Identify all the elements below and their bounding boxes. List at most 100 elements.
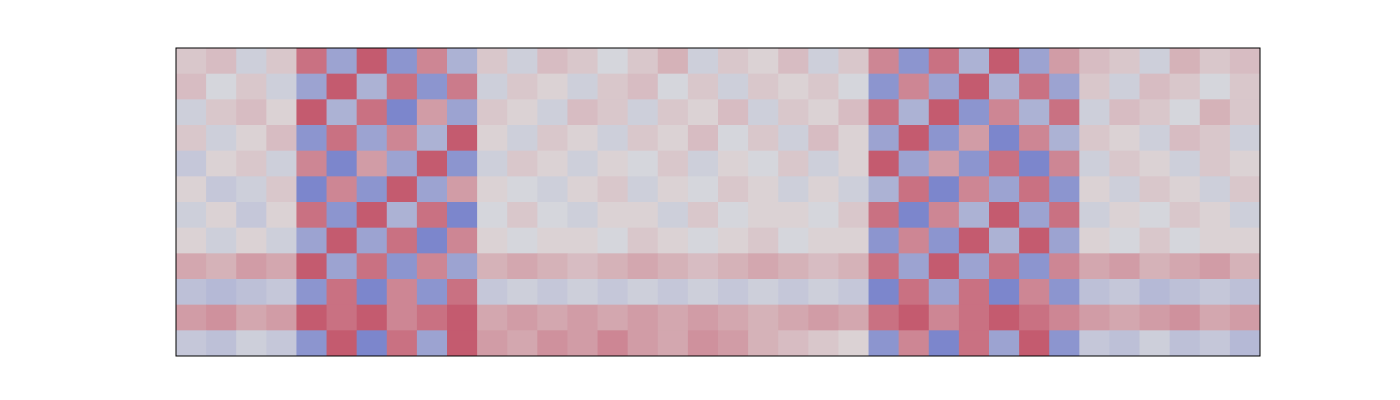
heatmap-cell (266, 227, 297, 254)
heatmap-cell (1199, 304, 1231, 331)
heatmap-cell (808, 99, 839, 126)
heatmap-cell (718, 202, 749, 229)
heatmap-cell (748, 279, 779, 306)
heatmap-cell (778, 150, 809, 177)
heatmap-cell (657, 176, 689, 203)
heatmap-cell (326, 253, 358, 280)
heatmap-cell (597, 48, 629, 75)
heatmap-cell (1109, 48, 1141, 75)
heatmap-cell (718, 150, 749, 177)
heatmap-cell (1229, 73, 1261, 100)
heatmap-cell (326, 176, 358, 203)
heatmap-cell (206, 150, 237, 177)
heatmap-cell (356, 279, 388, 306)
heatmap-cell (206, 330, 237, 357)
heatmap-cell (296, 202, 328, 229)
heatmap-cell (236, 304, 267, 331)
heatmap-cell (1049, 73, 1080, 100)
heatmap-cell (657, 73, 689, 100)
heatmap-cell (597, 227, 629, 254)
heatmap-cell (718, 48, 749, 75)
heatmap-cell (838, 176, 870, 203)
heatmap-cell (477, 99, 508, 126)
heatmap-cell (989, 253, 1020, 280)
heatmap-cell (808, 202, 839, 229)
heatmap-cell (1199, 125, 1231, 152)
heatmap-cell (808, 150, 839, 177)
heatmap-cell (1169, 73, 1201, 100)
heatmap-cell (1079, 279, 1110, 306)
heatmap-cell (567, 304, 599, 331)
heatmap-cell (868, 253, 900, 280)
heatmap-cell (296, 227, 328, 254)
heatmap-cell (1139, 253, 1171, 280)
heatmap-cell (206, 279, 237, 306)
heatmap-cell (778, 176, 809, 203)
heatmap-cell (507, 279, 538, 306)
heatmap-cell (687, 304, 719, 331)
heatmap-cell (1169, 176, 1201, 203)
heatmap-cell (928, 176, 960, 203)
heatmap-cell (989, 99, 1020, 126)
heatmap-cell (326, 48, 358, 75)
heatmap-cell (1139, 279, 1171, 306)
heatmap-cell (1019, 73, 1050, 100)
heatmap-cell (1079, 125, 1110, 152)
heatmap-cell (326, 202, 358, 229)
heatmap-cell (176, 304, 207, 331)
heatmap-cell (356, 304, 388, 331)
heatmap-cell (1169, 227, 1201, 254)
heatmap-cell (1199, 150, 1231, 177)
heatmap-cell (567, 176, 599, 203)
heatmap-cell (1049, 279, 1080, 306)
heatmap-cell (296, 150, 328, 177)
heatmap-cell (507, 304, 538, 331)
heatmap-cell (627, 125, 659, 152)
heatmap-cell (236, 125, 267, 152)
heatmap-cell (808, 227, 839, 254)
heatmap-cell (838, 227, 870, 254)
heatmap-cell (1109, 279, 1141, 306)
heatmap-cell (958, 253, 990, 280)
heatmap-cell (778, 330, 809, 357)
heatmap-cell (778, 202, 809, 229)
heatmap-cell (1109, 253, 1141, 280)
heatmap-cell (1229, 125, 1261, 152)
heatmap-cell (1169, 48, 1201, 75)
heatmap-cell (537, 279, 568, 306)
heatmap-cell (477, 330, 508, 357)
heatmap-cell (778, 73, 809, 100)
heatmap-cell (1139, 99, 1171, 126)
heatmap-cell (266, 304, 297, 331)
heatmap-cell (958, 202, 990, 229)
heatmap-cell (416, 279, 448, 306)
heatmap-cell (206, 125, 237, 152)
heatmap-cell (597, 279, 629, 306)
heatmap-cell (206, 99, 237, 126)
heatmap-cell (416, 304, 448, 331)
heatmap-cell (567, 48, 599, 75)
heatmap-cell (687, 202, 719, 229)
heatmap-cell (1109, 227, 1141, 254)
heatmap-cell (748, 73, 779, 100)
heatmap-cell (206, 304, 237, 331)
heatmap-cell (236, 227, 267, 254)
heatmap-cell (1139, 227, 1171, 254)
heatmap-cell (386, 150, 418, 177)
heatmap-cell (356, 253, 388, 280)
heatmap-cell (176, 279, 207, 306)
heatmap-cell (1199, 253, 1231, 280)
heatmap-cell (627, 304, 659, 331)
heatmap-cell (989, 150, 1020, 177)
heatmap-cell (868, 73, 900, 100)
heatmap-cell (537, 99, 568, 126)
heatmap-cell (1139, 176, 1171, 203)
heatmap-cell (266, 48, 297, 75)
heatmap-cell (416, 227, 448, 254)
heatmap-cell (236, 150, 267, 177)
heatmap-cell (1229, 150, 1261, 177)
heatmap-cell (567, 73, 599, 100)
heatmap-cell (507, 227, 538, 254)
heatmap-cell (898, 279, 930, 306)
heatmap-cell (447, 99, 478, 126)
